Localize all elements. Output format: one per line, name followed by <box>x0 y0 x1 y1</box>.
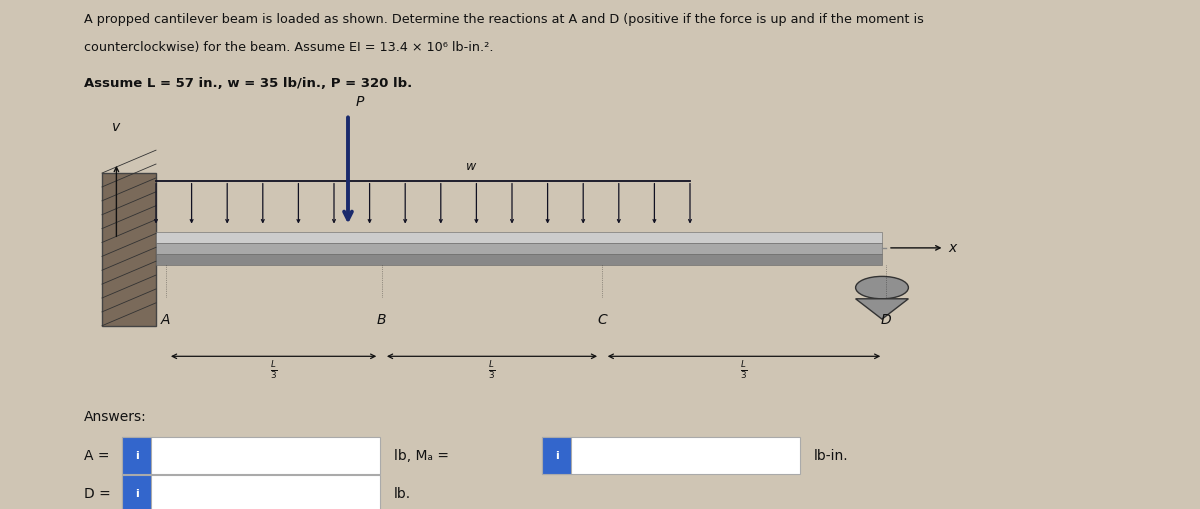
Text: w: w <box>466 160 476 173</box>
Text: lb.: lb. <box>394 487 410 501</box>
Text: D =: D = <box>84 487 110 501</box>
FancyBboxPatch shape <box>542 437 800 474</box>
Text: lb-in.: lb-in. <box>814 448 848 463</box>
Text: $\frac{L}{3}$: $\frac{L}{3}$ <box>270 359 277 381</box>
Text: Answers:: Answers: <box>84 410 146 424</box>
Text: Assume L = 57 in., w = 35 lb/in., P = 320 lb.: Assume L = 57 in., w = 35 lb/in., P = 32… <box>84 77 413 91</box>
FancyBboxPatch shape <box>122 437 151 474</box>
Bar <box>156 254 882 265</box>
Polygon shape <box>856 299 908 319</box>
Text: D: D <box>881 313 890 327</box>
FancyBboxPatch shape <box>122 475 151 509</box>
Text: counterclockwise) for the beam. Assume EI = 13.4 × 10⁶ lb-in.².: counterclockwise) for the beam. Assume E… <box>84 41 493 54</box>
Text: A =: A = <box>84 448 109 463</box>
Text: lb, Mₐ =: lb, Mₐ = <box>394 448 449 463</box>
Text: A: A <box>161 313 170 327</box>
Circle shape <box>856 276 908 299</box>
Text: x: x <box>948 241 956 255</box>
Text: $\frac{L}{3}$: $\frac{L}{3}$ <box>488 359 496 381</box>
Text: i: i <box>134 489 139 499</box>
Text: P: P <box>355 95 364 109</box>
FancyBboxPatch shape <box>542 437 571 474</box>
Bar <box>156 243 882 254</box>
Text: C: C <box>598 313 607 327</box>
Bar <box>156 232 882 243</box>
Text: i: i <box>554 450 559 461</box>
Text: B: B <box>377 313 386 327</box>
Text: A propped cantilever beam is loaded as shown. Determine the reactions at A and D: A propped cantilever beam is loaded as s… <box>84 13 924 26</box>
Bar <box>102 173 156 326</box>
Text: i: i <box>134 450 139 461</box>
Text: $\frac{L}{3}$: $\frac{L}{3}$ <box>740 359 748 381</box>
FancyBboxPatch shape <box>122 437 380 474</box>
Text: v: v <box>113 120 120 134</box>
FancyBboxPatch shape <box>122 475 380 509</box>
